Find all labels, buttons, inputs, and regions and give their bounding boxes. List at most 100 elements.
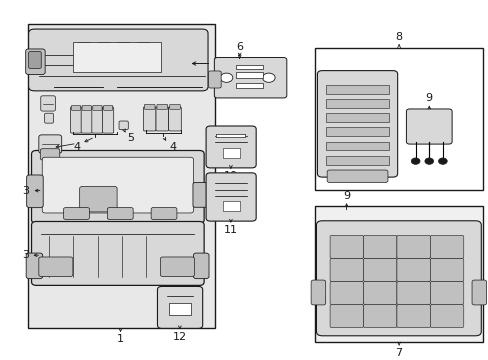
FancyBboxPatch shape xyxy=(214,58,286,98)
Bar xyxy=(222,201,239,211)
FancyBboxPatch shape xyxy=(92,107,103,133)
FancyBboxPatch shape xyxy=(81,107,92,133)
FancyBboxPatch shape xyxy=(429,282,463,305)
FancyBboxPatch shape xyxy=(208,71,221,88)
Bar xyxy=(216,134,245,137)
FancyBboxPatch shape xyxy=(363,282,396,305)
FancyBboxPatch shape xyxy=(93,105,102,111)
FancyBboxPatch shape xyxy=(157,104,167,109)
Text: 9: 9 xyxy=(425,93,432,103)
FancyBboxPatch shape xyxy=(27,175,43,208)
FancyBboxPatch shape xyxy=(44,113,53,123)
Bar xyxy=(325,141,388,150)
FancyBboxPatch shape xyxy=(151,208,177,219)
Bar xyxy=(325,85,388,94)
Bar xyxy=(73,42,161,72)
FancyBboxPatch shape xyxy=(156,107,168,131)
FancyBboxPatch shape xyxy=(70,107,81,133)
FancyBboxPatch shape xyxy=(326,170,387,183)
Circle shape xyxy=(262,73,275,82)
FancyBboxPatch shape xyxy=(144,104,155,109)
Circle shape xyxy=(220,73,232,82)
FancyBboxPatch shape xyxy=(39,257,73,276)
FancyBboxPatch shape xyxy=(119,121,128,130)
FancyBboxPatch shape xyxy=(329,258,363,282)
FancyBboxPatch shape xyxy=(63,208,89,219)
FancyBboxPatch shape xyxy=(40,149,60,160)
FancyBboxPatch shape xyxy=(363,258,396,282)
FancyBboxPatch shape xyxy=(41,96,55,111)
FancyBboxPatch shape xyxy=(205,173,256,221)
FancyBboxPatch shape xyxy=(317,71,397,177)
Text: 7: 7 xyxy=(395,348,402,358)
Bar xyxy=(325,113,388,122)
FancyBboxPatch shape xyxy=(39,135,61,153)
FancyBboxPatch shape xyxy=(29,51,41,68)
Text: 1: 1 xyxy=(117,334,124,344)
FancyBboxPatch shape xyxy=(396,258,429,282)
FancyBboxPatch shape xyxy=(205,126,256,168)
FancyBboxPatch shape xyxy=(169,104,180,109)
FancyBboxPatch shape xyxy=(42,157,193,213)
FancyBboxPatch shape xyxy=(329,235,363,258)
Text: 11: 11 xyxy=(224,225,237,235)
Bar xyxy=(325,127,388,136)
Text: 3: 3 xyxy=(22,250,29,260)
FancyBboxPatch shape xyxy=(143,107,156,131)
Circle shape xyxy=(424,158,433,164)
FancyBboxPatch shape xyxy=(31,150,203,223)
FancyBboxPatch shape xyxy=(160,257,194,276)
FancyBboxPatch shape xyxy=(102,107,114,133)
Bar xyxy=(222,148,239,158)
Text: 8: 8 xyxy=(395,32,402,42)
Text: 2: 2 xyxy=(214,59,221,68)
Text: 4: 4 xyxy=(169,142,176,152)
FancyBboxPatch shape xyxy=(107,208,133,219)
FancyBboxPatch shape xyxy=(429,305,463,328)
Bar xyxy=(236,64,263,69)
FancyBboxPatch shape xyxy=(406,109,451,144)
FancyBboxPatch shape xyxy=(329,282,363,305)
Bar xyxy=(314,48,482,189)
FancyBboxPatch shape xyxy=(310,280,325,305)
FancyBboxPatch shape xyxy=(157,287,202,328)
Bar xyxy=(236,72,263,78)
FancyBboxPatch shape xyxy=(26,49,45,75)
Text: 3: 3 xyxy=(22,186,29,195)
FancyBboxPatch shape xyxy=(71,105,81,111)
FancyBboxPatch shape xyxy=(193,183,207,207)
FancyBboxPatch shape xyxy=(31,221,203,285)
FancyBboxPatch shape xyxy=(168,107,181,131)
Text: 5: 5 xyxy=(126,134,133,143)
FancyBboxPatch shape xyxy=(29,29,207,91)
FancyBboxPatch shape xyxy=(26,253,42,279)
FancyBboxPatch shape xyxy=(429,258,463,282)
Bar xyxy=(236,83,263,88)
FancyBboxPatch shape xyxy=(80,186,117,212)
FancyBboxPatch shape xyxy=(471,280,486,305)
FancyBboxPatch shape xyxy=(396,282,429,305)
Bar xyxy=(314,206,482,342)
FancyBboxPatch shape xyxy=(396,305,429,328)
Bar xyxy=(216,134,245,137)
FancyBboxPatch shape xyxy=(396,235,429,258)
FancyBboxPatch shape xyxy=(363,235,396,258)
Text: 6: 6 xyxy=(236,42,243,52)
FancyBboxPatch shape xyxy=(103,105,113,111)
Text: 4: 4 xyxy=(73,142,80,152)
Text: 9: 9 xyxy=(343,190,349,201)
FancyBboxPatch shape xyxy=(82,105,91,111)
Bar xyxy=(325,156,388,165)
Circle shape xyxy=(410,158,419,164)
FancyBboxPatch shape xyxy=(193,253,208,279)
FancyBboxPatch shape xyxy=(329,305,363,328)
Bar xyxy=(28,24,215,328)
FancyBboxPatch shape xyxy=(429,235,463,258)
Bar xyxy=(169,303,190,315)
Circle shape xyxy=(438,158,447,164)
Bar xyxy=(216,134,245,137)
FancyBboxPatch shape xyxy=(316,221,480,336)
Bar xyxy=(325,99,388,108)
FancyBboxPatch shape xyxy=(363,305,396,328)
Text: 12: 12 xyxy=(172,332,186,342)
